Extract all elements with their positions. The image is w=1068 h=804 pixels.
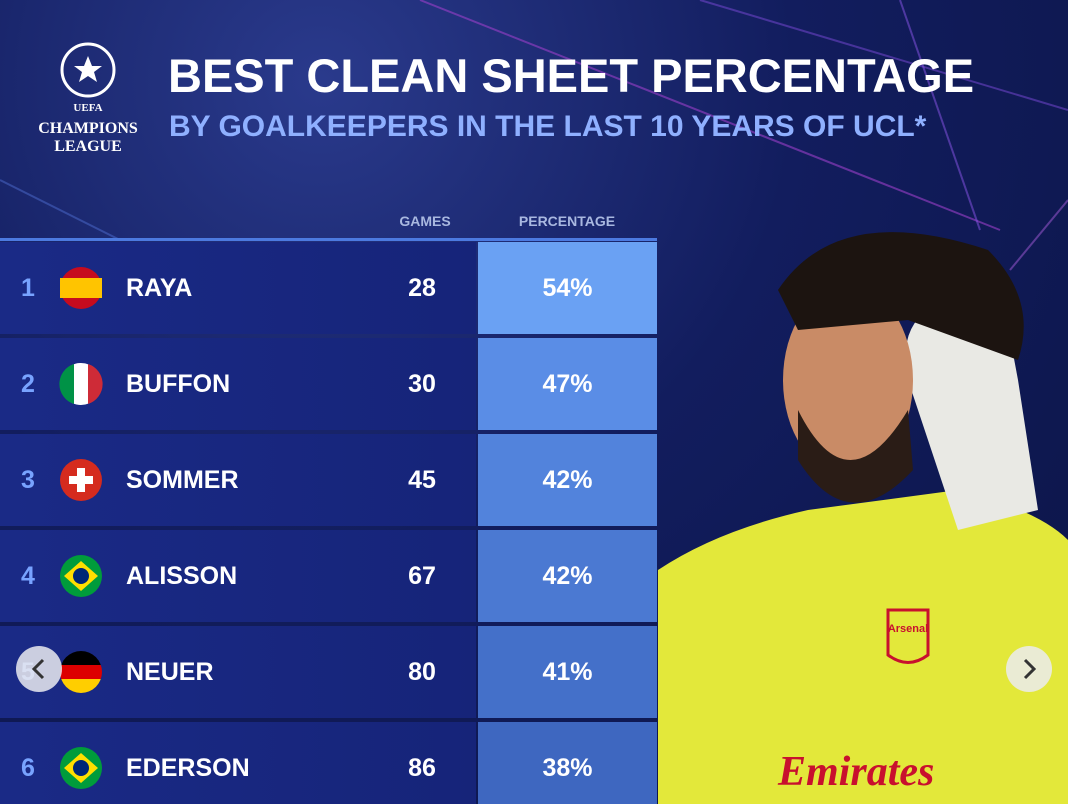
rank: 2 <box>21 370 35 398</box>
jersey-badge: Arsenal <box>888 623 928 635</box>
percentage: 54% <box>542 274 593 302</box>
logo-text: CHAMPIONS <box>38 120 138 137</box>
percentage: 42% <box>542 466 593 494</box>
percentage-cell <box>478 242 657 334</box>
player-photo: Arsenal Emirates <box>658 232 1068 804</box>
player-name: BUFFON <box>126 370 231 398</box>
percentage-cell <box>478 626 657 718</box>
rank: 6 <box>21 754 35 782</box>
player-name: ALISSON <box>126 562 238 590</box>
carousel-next[interactable] <box>1006 646 1052 692</box>
flag <box>60 555 102 597</box>
player-name: NEUER <box>126 658 214 686</box>
flag <box>60 267 102 309</box>
jersey-sponsor: Emirates <box>777 749 934 795</box>
subtitle: BY GOALKEEPERS IN THE LAST 10 YEARS OF U… <box>169 110 927 143</box>
column-header: PERCENTAGE <box>518 213 616 229</box>
header-rule <box>0 238 657 241</box>
percentage: 38% <box>542 754 593 782</box>
rank: 4 <box>21 562 35 590</box>
flag <box>60 747 102 789</box>
percentage-cell <box>478 338 657 430</box>
percentage: 41% <box>542 658 593 686</box>
flag <box>60 651 102 693</box>
title: BEST CLEAN SHEET PERCENTAGE <box>168 49 975 102</box>
logo-text: UEFA <box>73 102 103 114</box>
percentage: 47% <box>542 370 593 398</box>
games: 30 <box>408 370 436 398</box>
flag <box>60 459 102 501</box>
carousel-prev[interactable] <box>16 646 62 692</box>
games: 86 <box>408 754 436 782</box>
flag <box>59 363 103 405</box>
games: 67 <box>408 562 436 590</box>
games: 80 <box>408 658 436 686</box>
logo-text: LEAGUE <box>54 138 122 155</box>
player-name: RAYA <box>126 274 193 302</box>
ucl-starball <box>60 42 116 98</box>
percentage: 42% <box>542 562 593 590</box>
percentage-cell <box>478 530 657 622</box>
games: 45 <box>408 466 436 494</box>
player-name: SOMMER <box>126 466 239 494</box>
rank: 1 <box>21 274 35 302</box>
games: 28 <box>408 274 436 302</box>
percentage-cell <box>478 434 657 526</box>
rank: 3 <box>21 466 35 494</box>
percentage-cell <box>478 722 657 804</box>
player-name: EDERSON <box>126 754 250 782</box>
column-header: GAMES <box>399 213 451 229</box>
